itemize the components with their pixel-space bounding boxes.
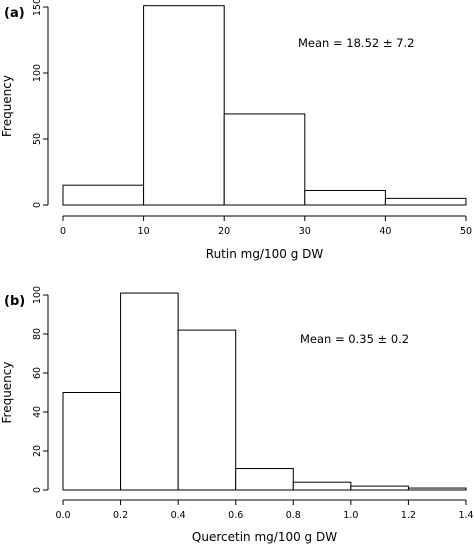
x-tick-label: 0.4	[171, 510, 186, 521]
y-axis-title: Frequency	[0, 75, 14, 137]
histogram-bar	[304, 189, 386, 206]
y-axis: 0 20 40 60 80 100	[32, 286, 49, 493]
y-tick-label: 50	[32, 133, 43, 145]
histogram-bar	[292, 481, 352, 491]
x-tick-label: 20	[218, 226, 230, 237]
y-tick-label: 40	[32, 406, 43, 418]
y-tick-label: 100	[32, 286, 43, 304]
histogram-bar	[143, 5, 225, 206]
panel-label: (b)	[4, 294, 25, 309]
y-axis: 0 50 100 150	[32, 0, 49, 208]
x-tick-label: 0.0	[55, 510, 70, 521]
mean-annotation: Mean = 0.35 ± 0.2	[300, 332, 409, 346]
chart-panel: 0 10 20 30 40 50 0 50 100 150 Rutin mg/100 g DW Fre…	[0, 0, 472, 261]
x-tick-label: 50	[460, 226, 472, 237]
x-axis-title: Quercetin mg/100 g DW	[192, 530, 337, 544]
x-tick-label: 30	[299, 226, 311, 237]
x-tick-label: 10	[138, 226, 150, 237]
x-tick-label: 1.0	[343, 510, 358, 521]
x-tick-label: 1.2	[401, 510, 416, 521]
y-tick-label: 60	[32, 367, 43, 379]
histogram-bar	[177, 329, 237, 491]
histogram-bar	[235, 468, 294, 491]
histogram-bar	[62, 184, 145, 206]
x-axis-title: Rutin mg/100 g DW	[206, 247, 324, 261]
y-tick-label: 100	[32, 64, 43, 82]
x-tick-label: 0.8	[286, 510, 301, 521]
histogram-bar	[62, 392, 122, 491]
chart-panel: 0.0 0.2 0.4 0.6 0.8 1.0 1.2 1.4 0 20 40 60 80 100 Quer…	[0, 286, 474, 544]
y-tick-label: 0	[32, 202, 43, 208]
histogram-bar	[384, 197, 467, 206]
y-tick-label: 80	[32, 328, 43, 340]
histogram-bar	[350, 485, 409, 491]
mean-annotation: Mean = 18.52 ± 7.2	[298, 36, 414, 50]
x-tick-label: 0.6	[228, 510, 243, 521]
histogram-bar	[223, 113, 306, 206]
x-tick-label: 0.2	[113, 510, 128, 521]
y-tick-label: 0	[32, 487, 43, 493]
histogram-bar	[120, 292, 179, 491]
x-tick-label: 0	[60, 226, 66, 237]
panel-label: (a)	[4, 6, 25, 21]
x-tick-label: 1.4	[458, 510, 473, 521]
y-tick-label: 150	[32, 0, 43, 16]
histogram-bar	[407, 487, 467, 491]
x-axis: 0 10 20 30 40 50	[60, 215, 472, 237]
y-axis-title: Frequency	[0, 362, 14, 424]
x-axis: 0.0 0.2 0.4 0.6 0.8 1.0 1.2 1.4	[55, 499, 474, 521]
x-tick-label: 40	[379, 226, 391, 237]
y-tick-label: 20	[32, 445, 43, 457]
